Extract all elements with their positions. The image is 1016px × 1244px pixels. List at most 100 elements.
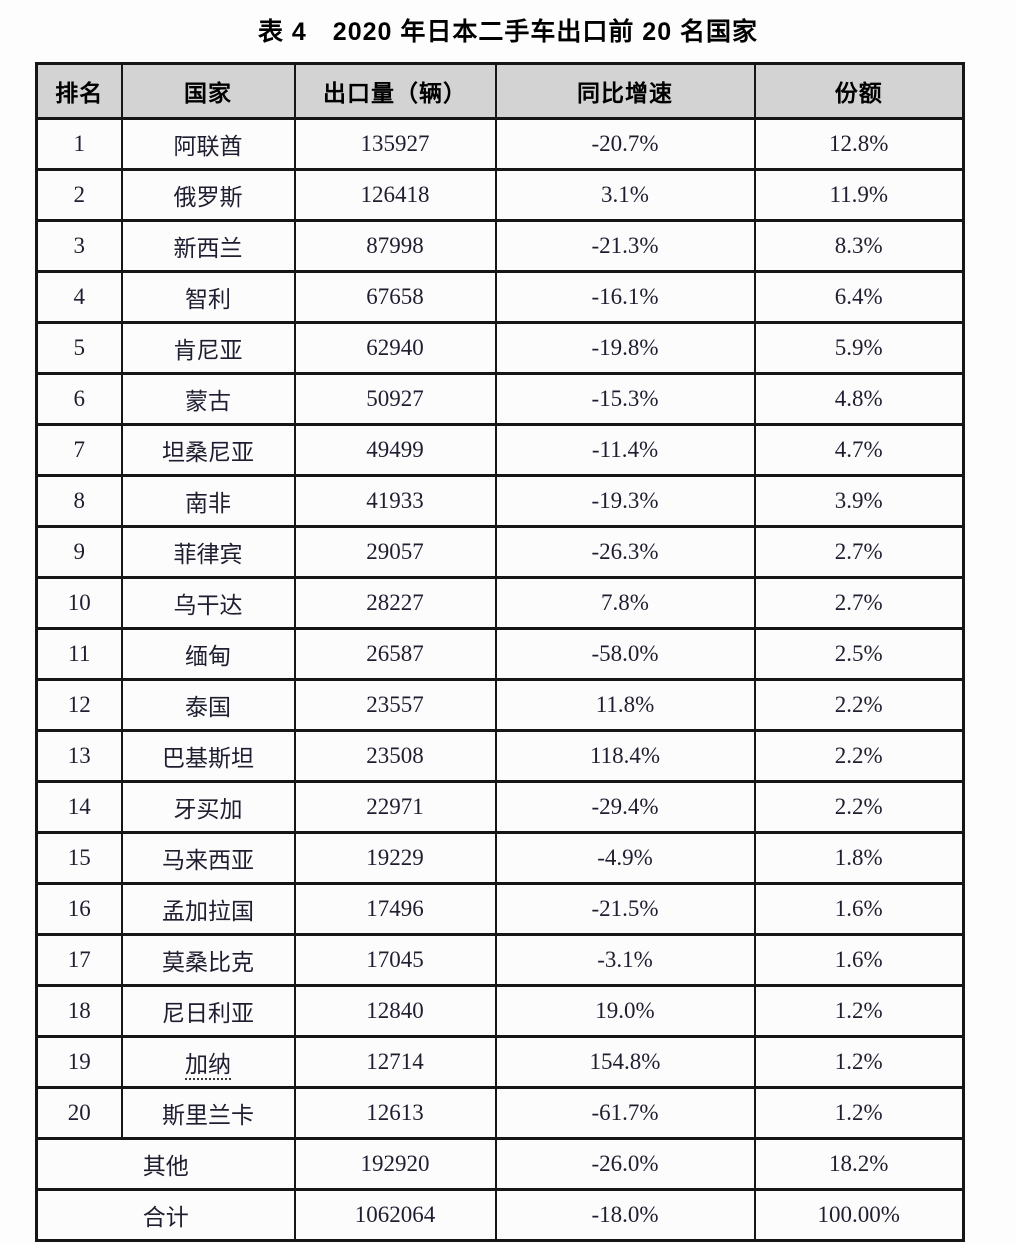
growth-cell: 3.1% (494, 168, 756, 222)
country-cell: 泰国 (120, 678, 296, 732)
share-cell: 1.8% (753, 831, 965, 885)
growth-cell: 154.8% (494, 1035, 756, 1089)
rank-cell: 11 (35, 627, 123, 681)
volume-cell: 50927 (293, 372, 497, 426)
country-cell: 马来西亚 (120, 831, 296, 885)
table-title: 表 4 2020 年日本二手车出口前 20 名国家 (257, 18, 759, 46)
table-row: 3 新西兰 87998 -21.3% 8.3% (35, 219, 965, 273)
column-header: 同比增速 (494, 62, 756, 120)
rank-cell: 7 (35, 423, 123, 477)
country-label: 加纳 (185, 1052, 231, 1080)
table-body: 1 阿联酋 135927 -20.7% 12.8% 2 俄罗斯 126418 3.1% 11.9%… (35, 117, 965, 1242)
table-row: 8 南非 41933 -19.3% 3.9% (35, 474, 965, 528)
share-cell: 11.9% (753, 168, 965, 222)
table-header: 排名 国家 出口量（辆） 同比增速 份额 (35, 62, 965, 120)
volume-cell: 1062064 (293, 1188, 497, 1242)
volume-cell: 17045 (293, 933, 497, 987)
growth-cell: -15.3% (494, 372, 756, 426)
growth-cell: -11.4% (494, 423, 756, 477)
share-cell: 1.6% (753, 933, 965, 987)
country-cell: 蒙古 (120, 372, 296, 426)
table-row: 17 莫桑比克 17045 -3.1% 1.6% (35, 933, 965, 987)
share-cell: 4.8% (753, 372, 965, 426)
volume-cell: 12840 (293, 984, 497, 1038)
rank-cell: 5 (35, 321, 123, 375)
share-cell: 2.2% (753, 729, 965, 783)
country-cell: 莫桑比克 (120, 933, 296, 987)
column-header: 排名 (35, 62, 123, 120)
share-cell: 100.00% (753, 1188, 965, 1242)
table-row: 18 尼日利亚 12840 19.0% 1.2% (35, 984, 965, 1038)
volume-cell: 126418 (293, 168, 497, 222)
rank-cell: 14 (35, 780, 123, 834)
table-row: 14 牙买加 22971 -29.4% 2.2% (35, 780, 965, 834)
rank-cell: 3 (35, 219, 123, 273)
table-row: 4 智利 67658 -16.1% 6.4% (35, 270, 965, 324)
summary-label-cell: 合计 (35, 1188, 296, 1242)
country-cell: 牙买加 (120, 780, 296, 834)
summary-row: 合计 1062064 -18.0% 100.00% (35, 1188, 965, 1242)
share-cell: 1.6% (753, 882, 965, 936)
growth-cell: -3.1% (494, 933, 756, 987)
share-cell: 8.3% (753, 219, 965, 273)
share-cell: 1.2% (753, 1035, 965, 1089)
share-cell: 2.2% (753, 678, 965, 732)
share-cell: 12.8% (753, 117, 965, 171)
table-row: 13 巴基斯坦 23508 118.4% 2.2% (35, 729, 965, 783)
table-row: 19 加纳 12714 154.8% 1.2% (35, 1035, 965, 1089)
header-row: 排名 国家 出口量（辆） 同比增速 份额 (35, 62, 965, 120)
column-header: 国家 (120, 62, 296, 120)
column-header: 份额 (753, 62, 965, 120)
share-cell: 4.7% (753, 423, 965, 477)
volume-cell: 62940 (293, 321, 497, 375)
growth-cell: -21.5% (494, 882, 756, 936)
volume-cell: 29057 (293, 525, 497, 579)
country-cell: 乌干达 (120, 576, 296, 630)
table-row: 2 俄罗斯 126418 3.1% 11.9% (35, 168, 965, 222)
country-cell: 智利 (120, 270, 296, 324)
export-table: 排名 国家 出口量（辆） 同比增速 份额 1 阿联酋 135927 -20.7% 12.8% 2 俄… (35, 62, 965, 1242)
growth-cell: -18.0% (494, 1188, 756, 1242)
volume-cell: 17496 (293, 882, 497, 936)
rank-cell: 18 (35, 984, 123, 1038)
country-cell: 斯里兰卡 (120, 1086, 296, 1140)
volume-cell: 192920 (293, 1137, 497, 1191)
country-cell: 缅甸 (120, 627, 296, 681)
volume-cell: 23557 (293, 678, 497, 732)
table-row: 1 阿联酋 135927 -20.7% 12.8% (35, 117, 965, 171)
summary-row: 其他 192920 -26.0% 18.2% (35, 1137, 965, 1191)
table-row: 15 马来西亚 19229 -4.9% 1.8% (35, 831, 965, 885)
rank-cell: 15 (35, 831, 123, 885)
rank-cell: 12 (35, 678, 123, 732)
country-cell: 加纳 (120, 1035, 296, 1089)
rank-cell: 6 (35, 372, 123, 426)
table-row: 16 孟加拉国 17496 -21.5% 1.6% (35, 882, 965, 936)
rank-cell: 9 (35, 525, 123, 579)
rank-cell: 16 (35, 882, 123, 936)
table-row: 11 缅甸 26587 -58.0% 2.5% (35, 627, 965, 681)
country-cell: 菲律宾 (120, 525, 296, 579)
table-row: 6 蒙古 50927 -15.3% 4.8% (35, 372, 965, 426)
share-cell: 18.2% (753, 1137, 965, 1191)
rank-cell: 10 (35, 576, 123, 630)
rank-cell: 1 (35, 117, 123, 171)
table-row: 12 泰国 23557 11.8% 2.2% (35, 678, 965, 732)
share-cell: 6.4% (753, 270, 965, 324)
volume-cell: 28227 (293, 576, 497, 630)
volume-cell: 19229 (293, 831, 497, 885)
volume-cell: 23508 (293, 729, 497, 783)
growth-cell: -58.0% (494, 627, 756, 681)
share-cell: 1.2% (753, 1086, 965, 1140)
growth-cell: -20.7% (494, 117, 756, 171)
country-cell: 巴基斯坦 (120, 729, 296, 783)
rank-cell: 2 (35, 168, 123, 222)
country-cell: 坦桑尼亚 (120, 423, 296, 477)
volume-cell: 41933 (293, 474, 497, 528)
country-cell: 肯尼亚 (120, 321, 296, 375)
table-row: 10 乌干达 28227 7.8% 2.7% (35, 576, 965, 630)
growth-cell: -26.0% (494, 1137, 756, 1191)
share-cell: 5.9% (753, 321, 965, 375)
volume-cell: 49499 (293, 423, 497, 477)
growth-cell: -16.1% (494, 270, 756, 324)
